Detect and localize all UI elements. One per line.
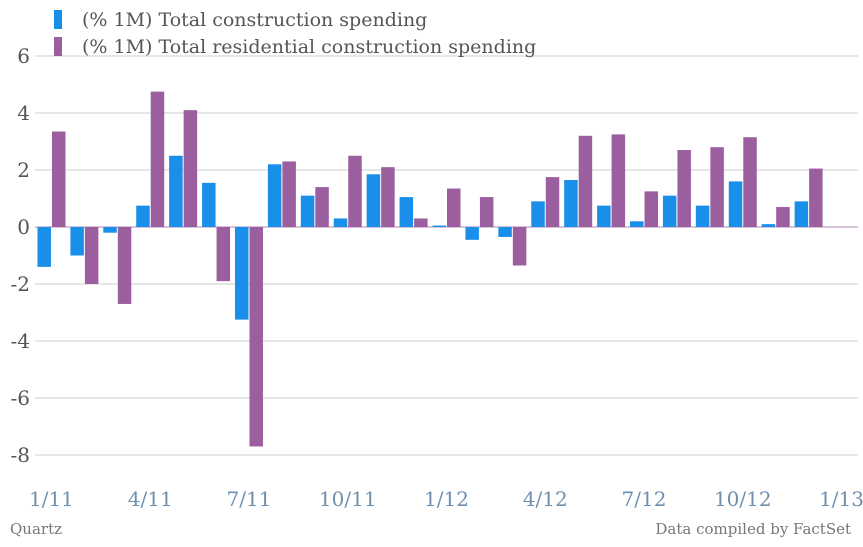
bar-total bbox=[366, 174, 381, 227]
bar-residential bbox=[611, 134, 626, 227]
bar-total bbox=[202, 182, 216, 227]
y-tick-label: -8 bbox=[11, 443, 30, 467]
bar-total bbox=[597, 205, 611, 227]
bar-residential bbox=[578, 135, 593, 227]
bar-residential bbox=[743, 137, 757, 227]
y-axis-labels: 6 4 2 0 -2 -4 -6 -8 bbox=[11, 44, 30, 467]
bar-total bbox=[465, 227, 479, 240]
bar-residential bbox=[51, 131, 66, 227]
legend-item-residential: (% 1M) Total residential construction sp… bbox=[54, 33, 536, 60]
bar-residential bbox=[776, 207, 790, 227]
y-tick-label: -6 bbox=[11, 386, 30, 410]
bar-residential bbox=[447, 188, 461, 227]
bar-residential bbox=[216, 227, 231, 282]
x-tick-label: 7/11 bbox=[227, 487, 272, 511]
bar-total bbox=[531, 201, 545, 227]
legend-item-total: (% 1M) Total construction spending bbox=[54, 6, 536, 33]
x-tick-label: 1/12 bbox=[424, 487, 469, 511]
bar-residential bbox=[249, 227, 263, 447]
bar-total bbox=[399, 197, 414, 227]
bar-total bbox=[498, 227, 512, 237]
bar-residential bbox=[545, 177, 560, 227]
bar-total bbox=[564, 179, 578, 227]
bar-residential bbox=[381, 167, 395, 227]
bar-total bbox=[136, 205, 150, 227]
x-tick-label: 4/11 bbox=[128, 487, 173, 511]
x-tick-label: 10/12 bbox=[714, 487, 772, 511]
bar-total bbox=[662, 195, 677, 227]
bar-total bbox=[103, 227, 117, 233]
x-tick-label: 4/12 bbox=[523, 487, 568, 511]
legend-swatch-residential bbox=[54, 37, 62, 56]
bar-total bbox=[169, 155, 183, 227]
bar-residential bbox=[677, 150, 691, 227]
bar-residential bbox=[809, 168, 823, 227]
bar-total bbox=[70, 227, 84, 256]
y-tick-label: 2 bbox=[17, 158, 30, 182]
x-tick-label: 7/12 bbox=[622, 487, 667, 511]
y-tick-label: -2 bbox=[11, 272, 30, 296]
bar-total bbox=[432, 225, 446, 227]
bar-residential bbox=[117, 227, 132, 304]
bar-residential bbox=[479, 197, 494, 227]
bar-residential bbox=[512, 227, 527, 266]
bar-total bbox=[695, 205, 710, 227]
bar-total bbox=[37, 227, 51, 267]
bar-total bbox=[728, 181, 743, 227]
legend-label-residential: (% 1M) Total residential construction sp… bbox=[82, 35, 537, 58]
bar-total bbox=[267, 164, 282, 227]
bar-total bbox=[630, 221, 644, 227]
x-tick-label: 1/11 bbox=[29, 487, 74, 511]
y-tick-label: 4 bbox=[17, 101, 30, 125]
bar-residential bbox=[710, 147, 724, 227]
legend-label-total: (% 1M) Total construction spending bbox=[82, 8, 428, 31]
bar-residential bbox=[282, 161, 296, 227]
legend-swatch-total bbox=[54, 10, 62, 29]
bar-residential bbox=[84, 227, 99, 284]
bar-residential bbox=[150, 91, 165, 227]
x-tick-label: 10/11 bbox=[319, 487, 377, 511]
y-tick-label: 0 bbox=[17, 215, 30, 239]
legend: (% 1M) Total construction spending (% 1M… bbox=[54, 6, 536, 60]
x-axis-labels: 1/11 4/11 7/11 10/11 1/12 4/12 7/12 10/12 1/13 bbox=[29, 487, 863, 511]
bar-total bbox=[761, 224, 776, 227]
footer-source-left: Quartz bbox=[10, 520, 63, 538]
bar-total bbox=[333, 218, 348, 227]
bars bbox=[37, 91, 823, 447]
bar-residential bbox=[183, 110, 198, 227]
y-tick-label: 6 bbox=[17, 44, 30, 68]
footer-source-right: Data compiled by FactSet bbox=[655, 520, 851, 538]
bar-total bbox=[794, 201, 809, 227]
bar-total bbox=[234, 227, 249, 320]
bar-residential bbox=[644, 191, 659, 227]
bar-residential bbox=[348, 155, 362, 227]
bar-residential bbox=[414, 218, 428, 227]
bar-total bbox=[300, 195, 315, 227]
x-tick-label: 1/13 bbox=[819, 487, 863, 511]
y-tick-label: -4 bbox=[11, 329, 30, 353]
bar-residential bbox=[315, 187, 329, 227]
